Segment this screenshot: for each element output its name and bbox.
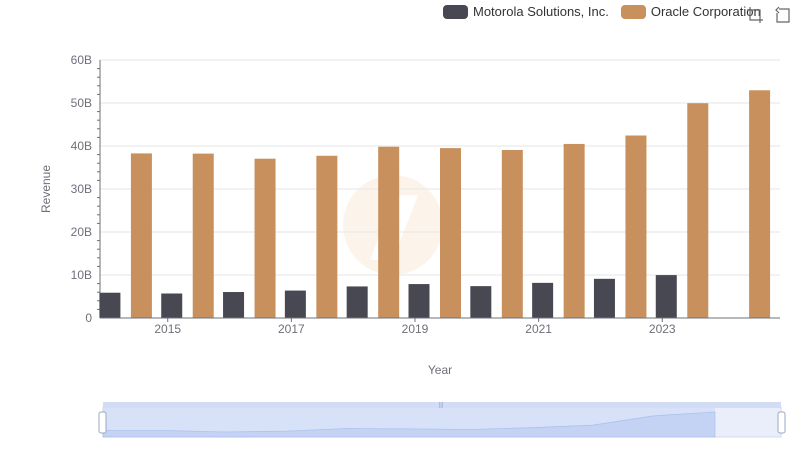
slider-handle-right[interactable]	[777, 411, 786, 434]
bar-oracle[interactable]	[563, 143, 585, 318]
legend: Motorola Solutions, Inc. Oracle Corporat…	[443, 4, 761, 19]
x-tick-label: 2015	[154, 322, 181, 336]
bar-motorola[interactable]	[532, 282, 554, 318]
bar-motorola[interactable]	[593, 278, 615, 318]
bar-oracle[interactable]	[378, 146, 400, 318]
y-axis-title: Revenue	[39, 165, 53, 213]
x-tick-label: 2017	[278, 322, 305, 336]
bar-motorola[interactable]	[284, 290, 306, 318]
legend-label-oracle: Oracle Corporation	[650, 4, 761, 19]
y-tick-label: 20B	[71, 225, 92, 239]
data-zoom-slider[interactable]: |||	[98, 402, 786, 438]
legend-swatch-motorola	[443, 4, 468, 19]
bar-motorola[interactable]	[161, 293, 183, 318]
bar-motorola[interactable]	[346, 286, 368, 318]
bar-motorola[interactable]	[408, 284, 430, 318]
y-tick-label: 0	[85, 311, 92, 325]
slider-preview-line	[102, 411, 716, 438]
y-tick-label: 40B	[71, 139, 92, 153]
bar-oracle[interactable]	[749, 90, 771, 318]
toolbox	[746, 6, 792, 24]
x-tick-label: 2019	[402, 322, 429, 336]
legend-item-motorola[interactable]: Motorola Solutions, Inc.	[443, 4, 609, 19]
bar-motorola[interactable]	[655, 275, 677, 318]
zoom-icon[interactable]	[746, 6, 764, 24]
y-tick-label: 10B	[71, 268, 92, 282]
y-tick-label: 30B	[71, 182, 92, 196]
bar-oracle[interactable]	[316, 155, 338, 318]
x-tick-label: 2021	[525, 322, 552, 336]
legend-item-oracle[interactable]: Oracle Corporation	[620, 4, 761, 19]
x-tick-label: 2023	[649, 322, 676, 336]
y-tick-label: 60B	[71, 53, 92, 67]
y-axis-labels: 0 10B 20B 30B 40B 50B 60B	[71, 53, 93, 325]
x-axis-title: Year	[428, 363, 452, 377]
bar-oracle[interactable]	[440, 148, 461, 318]
y-tick-label: 50B	[71, 96, 92, 110]
legend-swatch-oracle	[620, 4, 646, 19]
bars	[99, 90, 771, 318]
slider-handle-left[interactable]	[98, 411, 107, 434]
legend-label-motorola: Motorola Solutions, Inc.	[473, 4, 609, 19]
bar-oracle[interactable]	[501, 149, 523, 318]
bar-motorola[interactable]	[470, 286, 492, 318]
x-axis: 2015 2017 2019 2021 2023	[100, 317, 780, 336]
slider-grip-icon[interactable]: |||	[439, 403, 444, 409]
bar-oracle[interactable]	[130, 153, 152, 318]
slider-top-bar[interactable]	[103, 402, 781, 408]
restore-icon[interactable]	[774, 6, 792, 24]
bar-oracle[interactable]	[192, 153, 214, 318]
bar-motorola[interactable]	[99, 292, 121, 318]
bar-oracle[interactable]	[254, 158, 276, 318]
bar-oracle[interactable]	[687, 103, 709, 318]
bar-oracle[interactable]	[625, 135, 647, 318]
bar-motorola[interactable]	[223, 292, 245, 318]
